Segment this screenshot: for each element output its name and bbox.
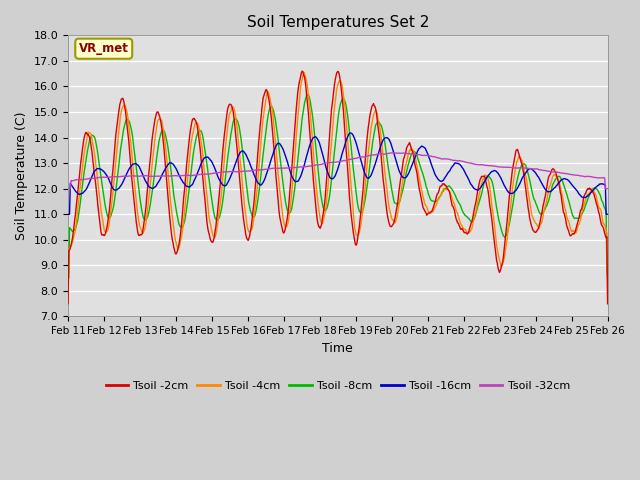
Y-axis label: Soil Temperature (C): Soil Temperature (C): [15, 112, 28, 240]
Text: VR_met: VR_met: [79, 42, 129, 55]
Title: Soil Temperatures Set 2: Soil Temperatures Set 2: [246, 15, 429, 30]
X-axis label: Time: Time: [323, 342, 353, 355]
Legend: Tsoil -2cm, Tsoil -4cm, Tsoil -8cm, Tsoil -16cm, Tsoil -32cm: Tsoil -2cm, Tsoil -4cm, Tsoil -8cm, Tsoi…: [101, 376, 575, 395]
